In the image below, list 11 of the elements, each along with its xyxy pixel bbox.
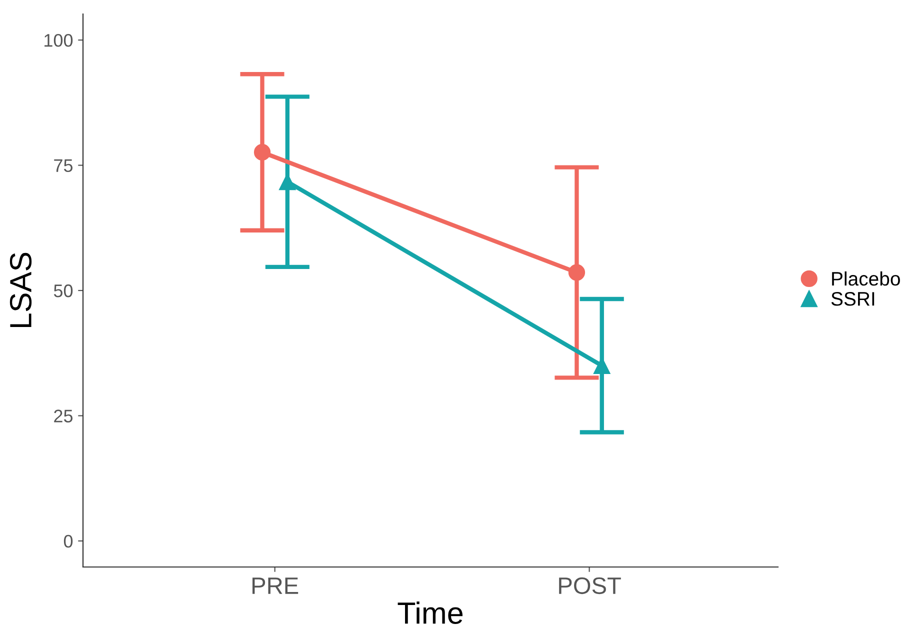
legend-label: SSRI xyxy=(831,292,874,306)
x-tick-label: PRE xyxy=(252,578,298,594)
y-tick-label: 0 xyxy=(64,534,73,548)
y-tick-label: 25 xyxy=(54,410,73,422)
y-tick-label: 75 xyxy=(54,159,73,172)
x-tick-label: POST xyxy=(559,577,621,594)
y-axis-title: LSAS xyxy=(10,252,32,328)
legend-label: Placebo xyxy=(832,271,900,286)
y-tick-label: 50 xyxy=(54,284,73,298)
x-axis-title: Time xyxy=(398,602,463,624)
y-tick-label: 100 xyxy=(44,34,73,47)
